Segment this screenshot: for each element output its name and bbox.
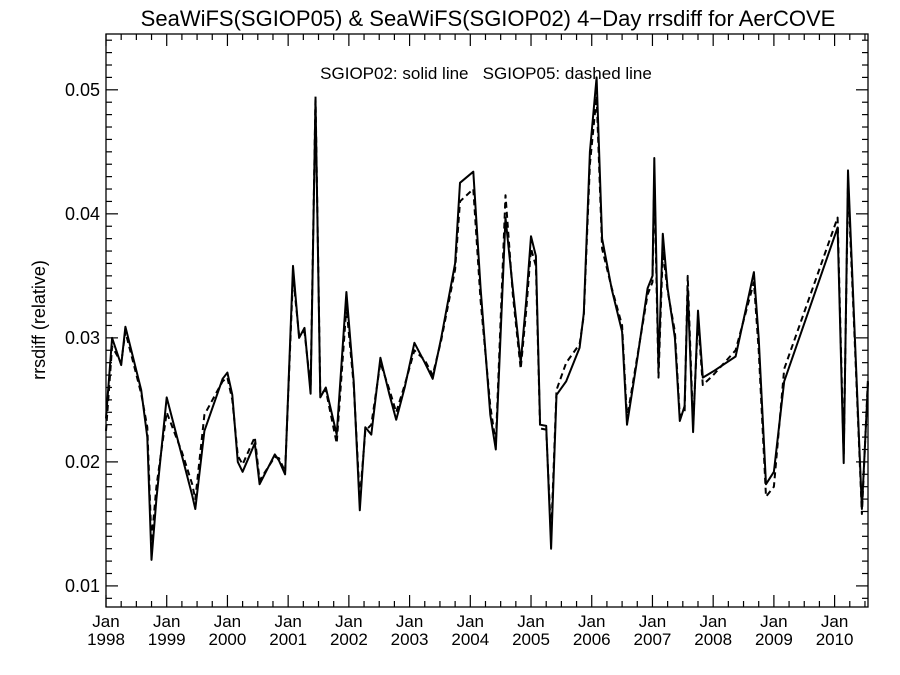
x-axis-ticks: Jan1998Jan1999Jan2000Jan2001Jan2002Jan20…: [87, 34, 866, 649]
x-tick-month: Jan: [821, 612, 848, 631]
x-tick-year: 2010: [816, 630, 854, 649]
y-tick-label: 0.01: [65, 576, 100, 596]
x-tick-month: Jan: [517, 612, 544, 631]
x-tick-year: 2004: [451, 630, 489, 649]
x-tick-year: 2002: [330, 630, 368, 649]
x-tick-month: Jan: [760, 612, 787, 631]
series-line-dashed: [105, 95, 869, 544]
x-tick-month: Jan: [639, 612, 666, 631]
x-tick-year: 1998: [87, 630, 125, 649]
x-tick-year: 2005: [512, 630, 550, 649]
y-tick-label: 0.03: [65, 328, 100, 348]
x-tick-month: Jan: [335, 612, 362, 631]
y-tick-label: 0.05: [65, 80, 100, 100]
x-tick-month: Jan: [457, 612, 484, 631]
x-tick-year: 2001: [269, 630, 307, 649]
series-lines: [105, 76, 869, 561]
x-tick-month: Jan: [274, 612, 301, 631]
x-tick-month: Jan: [396, 612, 423, 631]
x-tick-month: Jan: [578, 612, 605, 631]
x-tick-month: Jan: [153, 612, 180, 631]
plot-frame: [105, 33, 869, 608]
x-tick-year: 2009: [755, 630, 793, 649]
x-tick-year: 1999: [148, 630, 186, 649]
y-axis-label: rrsdiff (relative): [29, 260, 49, 380]
x-tick-month: Jan: [214, 612, 241, 631]
legend-annotation: SGIOP02: solid line SGIOP05: dashed line: [320, 64, 652, 83]
series-line-solid: [105, 76, 869, 561]
y-tick-label: 0.04: [65, 204, 100, 224]
x-tick-year: 2000: [209, 630, 247, 649]
x-tick-year: 2008: [694, 630, 732, 649]
x-tick-year: 2006: [573, 630, 611, 649]
x-tick-month: Jan: [699, 612, 726, 631]
x-tick-month: Jan: [92, 612, 119, 631]
y-axis-ticks: 0.01 0.02 0.03 0.04 0.05: [65, 39, 868, 599]
x-tick-year: 2007: [634, 630, 672, 649]
y-tick-label: 0.02: [65, 452, 100, 472]
x-tick-year: 2003: [391, 630, 429, 649]
chart-title: SeaWiFS(SGIOP05) & SeaWiFS(SGIOP02) 4−Da…: [141, 6, 836, 31]
